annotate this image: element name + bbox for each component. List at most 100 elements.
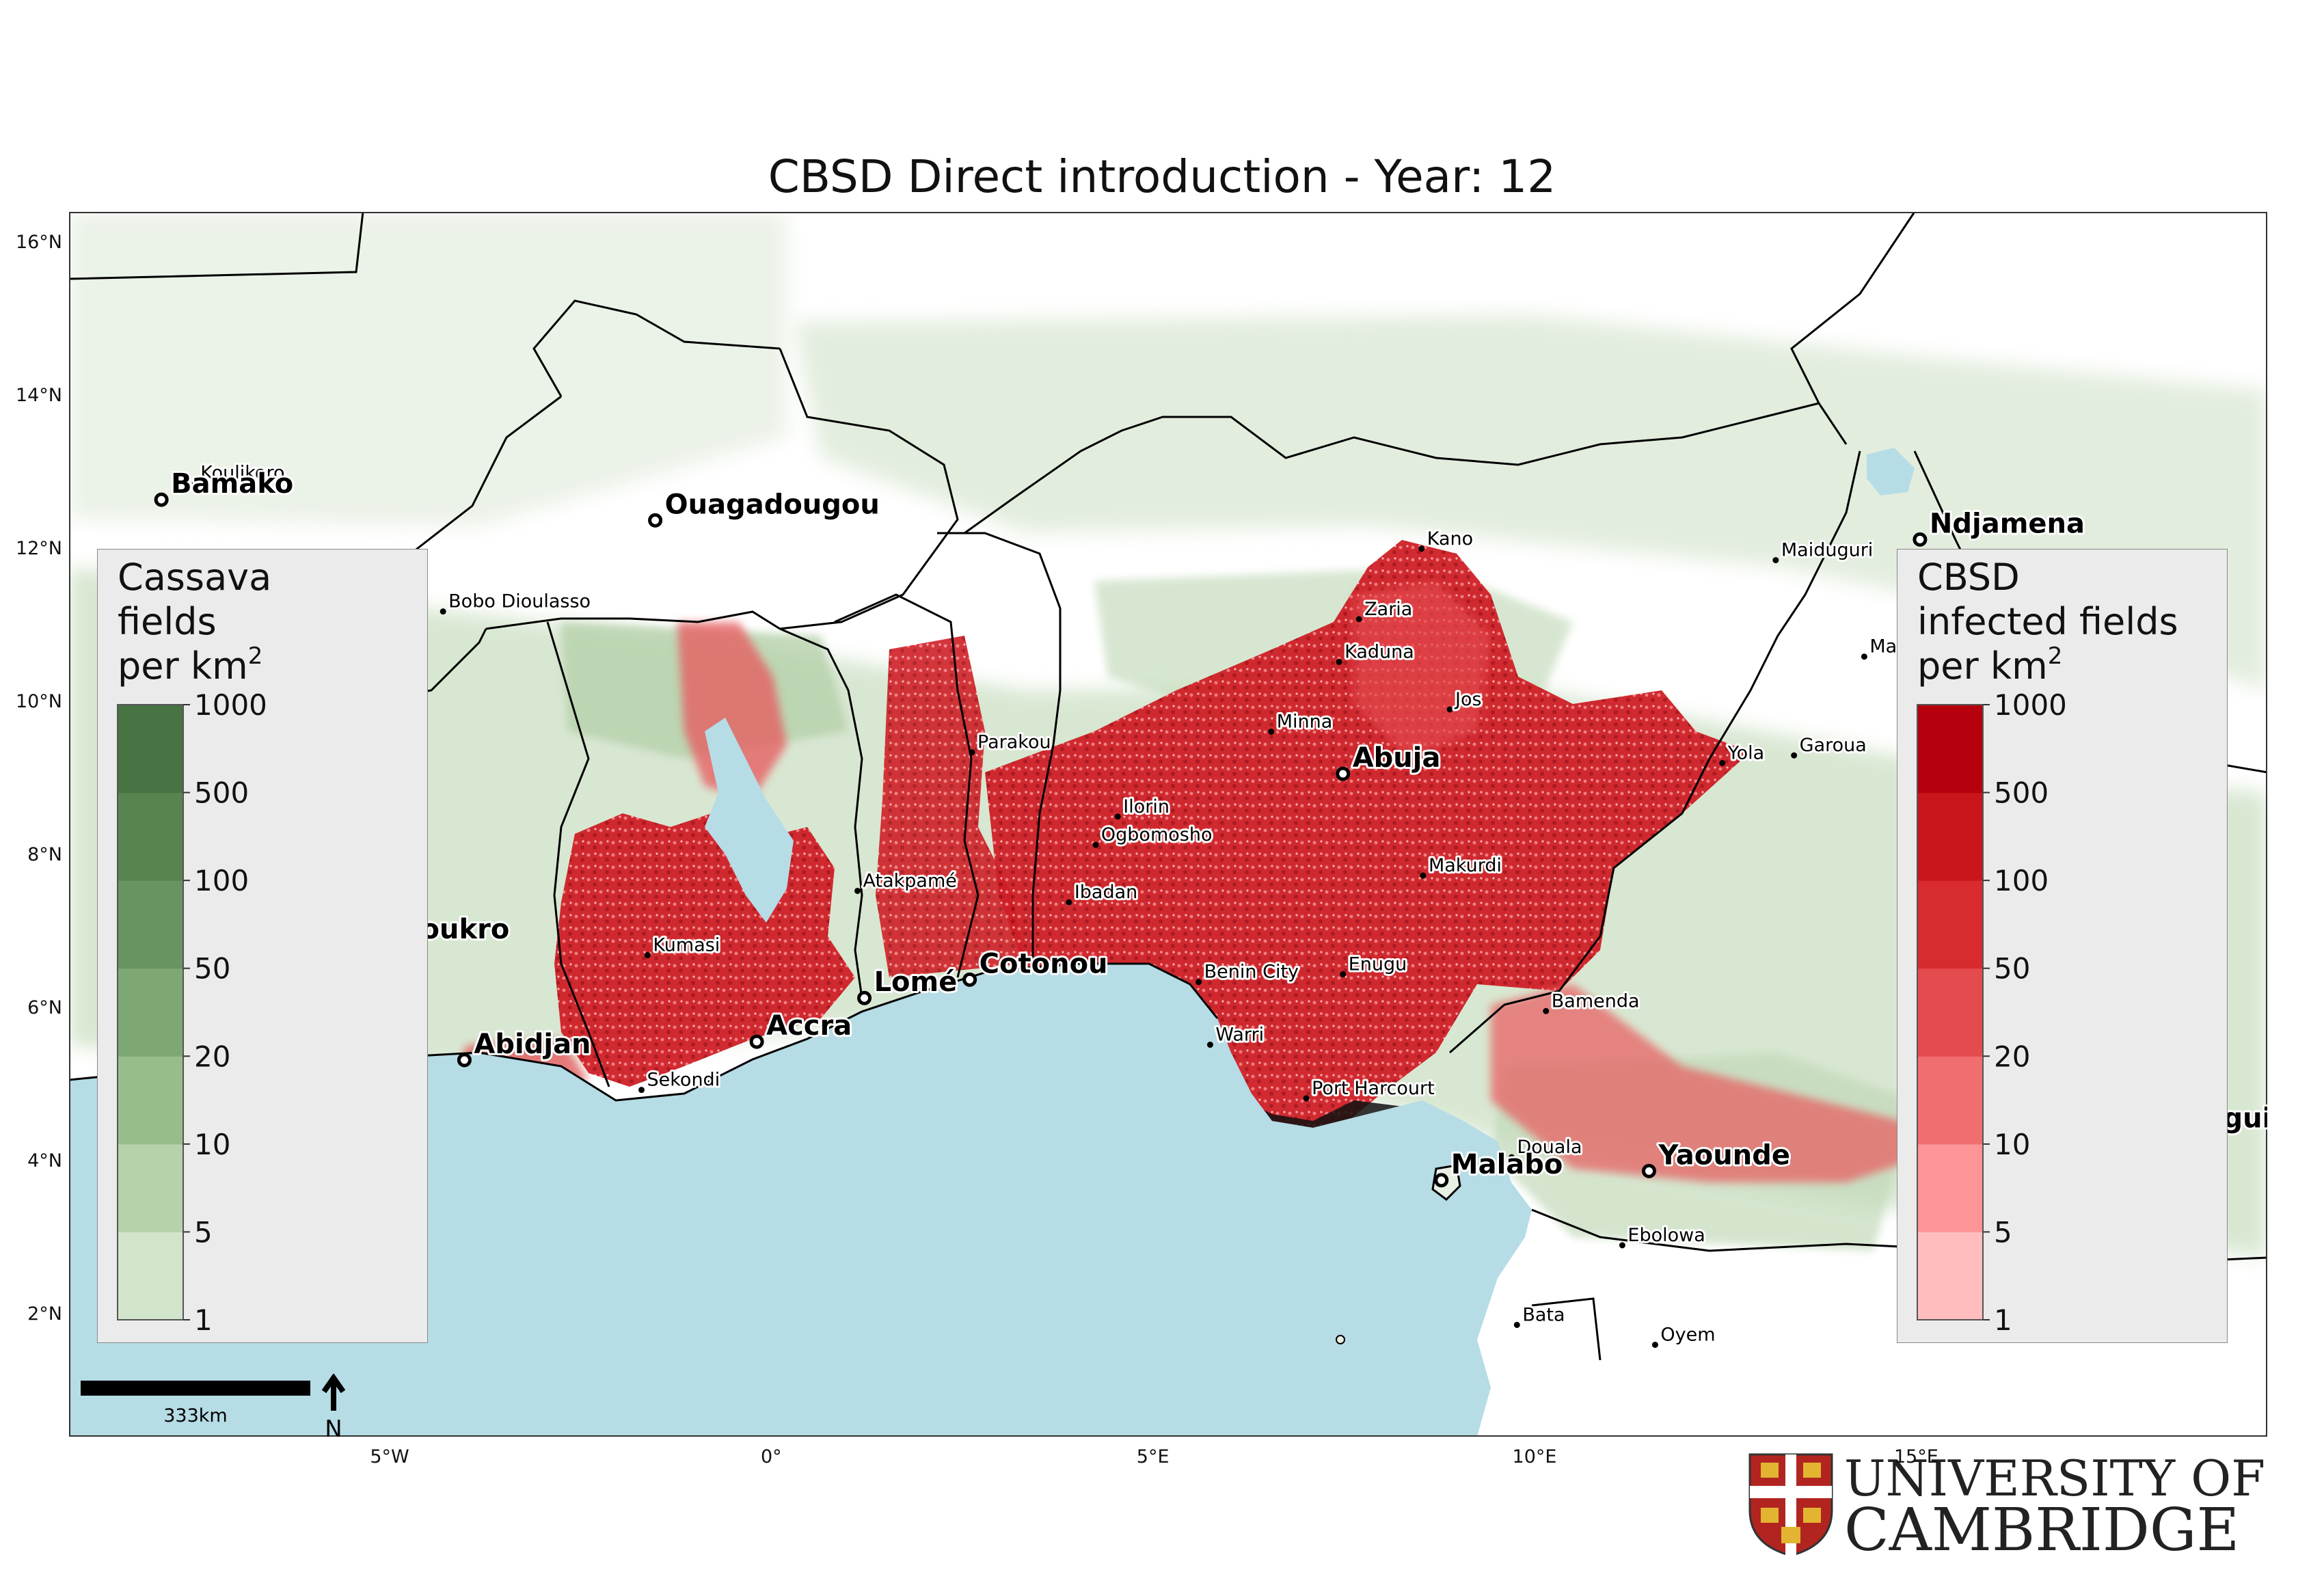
capital-label: Cotonou <box>979 948 1108 979</box>
city-marker <box>191 479 198 486</box>
capital-marker <box>1336 766 1351 781</box>
border-benin-nigeria <box>937 532 1062 971</box>
city-label: Port Harcourt <box>1312 1078 1435 1099</box>
cbsd-colorbar-tick-label: 50 <box>1994 952 2030 986</box>
city-label: Kumasi <box>653 935 720 956</box>
cassava-colorbar: 1 5 10 20 50 100 500 1000 <box>117 688 267 1337</box>
city-marker <box>1543 1007 1550 1014</box>
capital-marker <box>1434 1173 1449 1188</box>
cbsd-cameroon-streaks <box>1491 984 1928 1182</box>
city-label: Oyem <box>1660 1325 1715 1346</box>
capital-marker <box>749 1034 764 1049</box>
city-marker <box>1509 1154 1515 1161</box>
cassava-colorbar-tick-label: 50 <box>194 952 230 986</box>
cbsd-colorbar-tick-label: 5 <box>1994 1215 2012 1249</box>
north-arrow-label: N <box>325 1415 342 1442</box>
cbsd-colorbar-frame <box>1917 704 1984 1320</box>
capital-marker <box>962 972 977 987</box>
scale-bar: 333km N <box>81 1374 346 1442</box>
cassava-legend-title-2: fields <box>118 600 217 643</box>
city-label: Yola <box>1727 742 1764 763</box>
city-label: Bamenda <box>1552 990 1640 1012</box>
cbsd-colorbar-tick-label: 10 <box>1994 1128 2030 1161</box>
scale-bar-line <box>81 1381 310 1396</box>
cbsd-colorbar-tick-label: 1000 <box>1994 688 2067 722</box>
cbsd-legend-unit: per km <box>1917 645 2048 688</box>
cassava-legend-title-1: Cassava <box>118 556 271 599</box>
cbsd-nigeria-north-patch <box>1354 581 1491 759</box>
capital-marker <box>1642 1163 1656 1178</box>
cassava-colorbar-segment <box>118 968 183 1057</box>
city-label: Ibadan <box>1075 882 1137 903</box>
cassava-colorbar-segment <box>118 705 183 794</box>
border-mali-mauritania <box>69 212 364 280</box>
north-arrow-icon <box>321 1374 346 1411</box>
university-logo: UNIVERSITY OF CAMBRIDGE <box>1748 1450 2265 1558</box>
city-label: Garoua <box>1800 735 1867 756</box>
cbsd-legend-title-1: CBSD <box>1917 556 2020 599</box>
border-burkina-ghana-ci <box>485 610 781 630</box>
city-marker <box>638 1087 645 1094</box>
cassava-colorbar-tick-label: 1 <box>194 1303 213 1337</box>
map-title: CBSD Direct introduction - Year: 12 <box>768 150 1556 203</box>
city-label: Minna <box>1277 711 1333 732</box>
city-marker <box>1719 759 1726 766</box>
cbsd-colorbar-tick-label: 1 <box>1994 1303 2012 1337</box>
city-marker <box>1268 728 1275 735</box>
capital-marker <box>457 1053 472 1068</box>
lat-tick-label: 10°N <box>15 690 62 712</box>
map-border <box>69 212 2267 1437</box>
city-label: Ilorin <box>1123 796 1170 817</box>
city-label: Atakpamé <box>863 870 957 891</box>
cbsd-colorbar-segment <box>1917 1232 1983 1320</box>
city-marker <box>1446 706 1453 713</box>
map-frame: Koulikoro Bobo Dioulasso Kano Maiduguri Zari… <box>69 212 2267 1437</box>
capital-label: Accra <box>766 1010 852 1042</box>
city-marker <box>1340 971 1347 978</box>
lake-chad <box>1867 448 1915 496</box>
city-marker <box>1791 752 1798 759</box>
cbsd-colorbar-segment <box>1917 880 1983 969</box>
cbsd-colorbar-segment <box>1917 1143 1983 1232</box>
logo-line-1: UNIVERSITY OF <box>1844 1450 2265 1507</box>
city-label: Kano <box>1427 528 1473 550</box>
city-marker <box>1206 1042 1213 1048</box>
capital-label: Yaounde <box>1658 1139 1790 1171</box>
border-burkina-niger <box>779 348 959 630</box>
cbsd-colorbar-segment <box>1917 968 1983 1057</box>
capital-marker <box>648 513 663 528</box>
cassava-colorbar-tick-label: 1000 <box>194 688 267 722</box>
scale-bar-label: 333km <box>163 1405 227 1426</box>
cassava-colorbar-segment <box>118 1232 183 1320</box>
cbsd-colorbar-tick-label: 100 <box>1994 864 2049 897</box>
cbsd-colorbar-segment <box>1917 1056 1983 1145</box>
capital-label: Bamako <box>171 468 293 500</box>
cassava-colorbar-tick-label: 20 <box>194 1040 230 1073</box>
border-niger-nigeria <box>964 402 1848 534</box>
gulf-of-guinea <box>69 964 1532 1437</box>
lat-tick-label: 2°N <box>27 1303 62 1325</box>
city-marker <box>1355 616 1362 623</box>
capital-label: Malabo <box>1451 1149 1563 1180</box>
city-label: Kaduna <box>1345 642 1414 663</box>
cbsd-legend-superscript: 2 <box>2048 642 2063 670</box>
city-marker <box>1336 659 1342 666</box>
city-label: Ma <box>1869 636 1897 658</box>
city-marker <box>1651 1342 1658 1349</box>
cbsd-legend-title-2: infected fields <box>1917 600 2178 643</box>
city-marker <box>1861 653 1867 660</box>
lat-tick-label: 14°N <box>15 384 62 406</box>
border-nigeria-cameroon <box>1449 450 1861 1054</box>
city-marker <box>969 749 975 756</box>
city-label: Bata <box>1522 1304 1565 1325</box>
lon-tick-label: 0° <box>760 1446 782 1467</box>
city-label: Ogbomosho <box>1101 824 1213 845</box>
lon-tick-label: 5°W <box>370 1446 409 1467</box>
cbsd-togo-benin <box>876 636 1026 977</box>
cbsd-colorbar-tick-label: 500 <box>1994 776 2049 810</box>
cassava-colorbar-segment <box>118 1143 183 1232</box>
city-label: Ebolowa <box>1627 1225 1705 1246</box>
lake-volta <box>705 718 794 923</box>
cassava-colorbar-tick-label: 500 <box>194 776 249 810</box>
